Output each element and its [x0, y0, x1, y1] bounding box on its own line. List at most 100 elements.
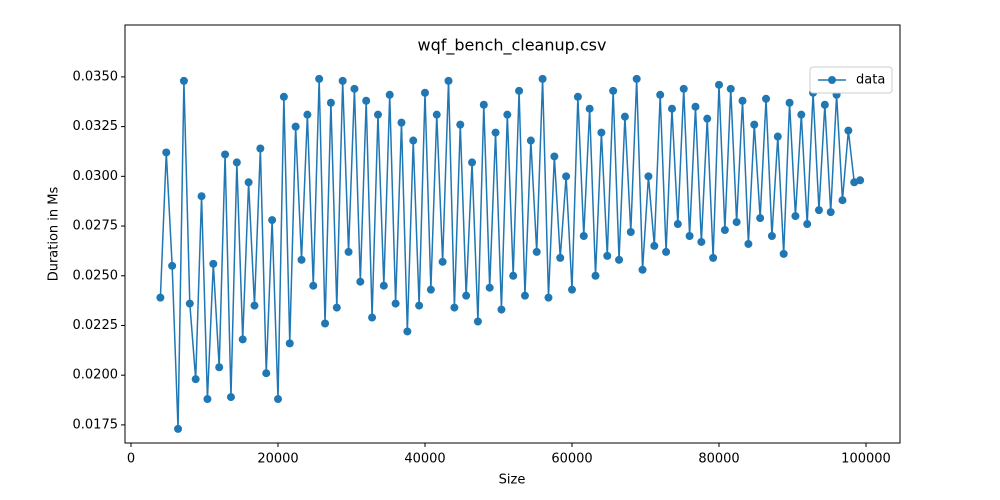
data-point	[379, 281, 388, 290]
data-point	[738, 96, 747, 105]
data-point	[844, 126, 853, 135]
data-point	[491, 128, 500, 137]
data-point	[156, 293, 165, 302]
data-point	[767, 231, 776, 240]
data-point	[191, 375, 200, 384]
legend-label: data	[856, 73, 885, 88]
data-point	[338, 76, 347, 85]
data-point	[838, 196, 847, 205]
data-point	[356, 277, 365, 286]
data-point	[532, 247, 541, 256]
data-point	[391, 299, 400, 308]
y-tick-label: 0.0175	[73, 417, 119, 432]
data-point	[256, 144, 265, 153]
data-point	[679, 84, 688, 93]
data-point	[691, 102, 700, 111]
data-point	[650, 241, 659, 250]
data-point	[526, 136, 535, 145]
data-point	[720, 226, 729, 235]
data-point	[585, 104, 594, 113]
x-tick-label: 40000	[404, 452, 445, 467]
data-point	[297, 255, 306, 264]
data-point	[744, 239, 753, 248]
data-point	[579, 231, 588, 240]
data-point	[473, 317, 482, 326]
y-tick-label: 0.0325	[73, 119, 119, 134]
data-point	[450, 303, 459, 312]
data-point	[362, 96, 371, 105]
x-tick-label: 100000	[841, 452, 891, 467]
y-tick-label: 0.0250	[73, 268, 119, 283]
data-point	[773, 132, 782, 141]
data-point	[244, 178, 253, 187]
data-point	[656, 90, 665, 99]
data-point	[462, 291, 471, 300]
data-point	[573, 92, 582, 101]
data-point	[538, 74, 547, 83]
data-point	[667, 104, 676, 113]
data-point	[409, 136, 418, 145]
data-point	[520, 291, 529, 300]
data-point	[644, 172, 653, 181]
data-point	[232, 158, 241, 167]
data-point	[303, 110, 312, 119]
data-point	[697, 237, 706, 246]
data-point	[856, 176, 865, 185]
data-point	[444, 76, 453, 85]
data-point	[785, 98, 794, 107]
data-line	[159, 78, 861, 429]
data-point	[426, 285, 435, 294]
data-point	[750, 120, 759, 129]
data-point	[221, 150, 230, 159]
data-point	[279, 92, 288, 101]
y-tick-label: 0.0300	[73, 169, 119, 184]
data-point	[662, 247, 671, 256]
data-point	[779, 249, 788, 258]
data-point	[714, 80, 723, 89]
data-point	[438, 257, 447, 266]
data-point	[703, 114, 712, 123]
data-point	[373, 110, 382, 119]
data-point	[756, 214, 765, 223]
data-point	[544, 293, 553, 302]
x-tick-label: 80000	[698, 452, 739, 467]
data-point	[309, 281, 318, 290]
data-point	[174, 424, 183, 433]
data-point	[468, 158, 477, 167]
data-point	[203, 395, 212, 404]
data-point	[168, 261, 177, 270]
data-point	[591, 271, 600, 280]
data-point	[709, 253, 718, 262]
data-point	[479, 100, 488, 109]
legend-box	[809, 66, 893, 94]
data-point	[791, 212, 800, 221]
data-point	[415, 301, 424, 310]
data-point	[403, 327, 412, 336]
data-point	[420, 88, 429, 97]
data-point	[626, 228, 635, 237]
data-point	[597, 128, 606, 137]
y-tick-label: 0.0350	[73, 69, 119, 84]
data-point	[397, 118, 406, 127]
data-point	[762, 94, 771, 103]
data-point	[550, 152, 559, 161]
data-point	[638, 265, 647, 274]
data-point	[291, 122, 300, 131]
data-point	[162, 148, 171, 157]
data-point	[685, 231, 694, 240]
x-tick-label: 20000	[257, 452, 298, 467]
data-point	[797, 110, 806, 119]
data-point	[179, 76, 188, 85]
data-point	[632, 74, 641, 83]
data-point	[515, 86, 524, 95]
data-point	[673, 220, 682, 229]
data-point	[209, 259, 218, 268]
data-point	[562, 172, 571, 181]
data-point	[567, 285, 576, 294]
data-point	[350, 84, 359, 93]
data-point	[503, 110, 512, 119]
data-point	[315, 74, 324, 83]
data-point	[344, 247, 353, 256]
y-tick-label: 0.0225	[73, 318, 119, 333]
